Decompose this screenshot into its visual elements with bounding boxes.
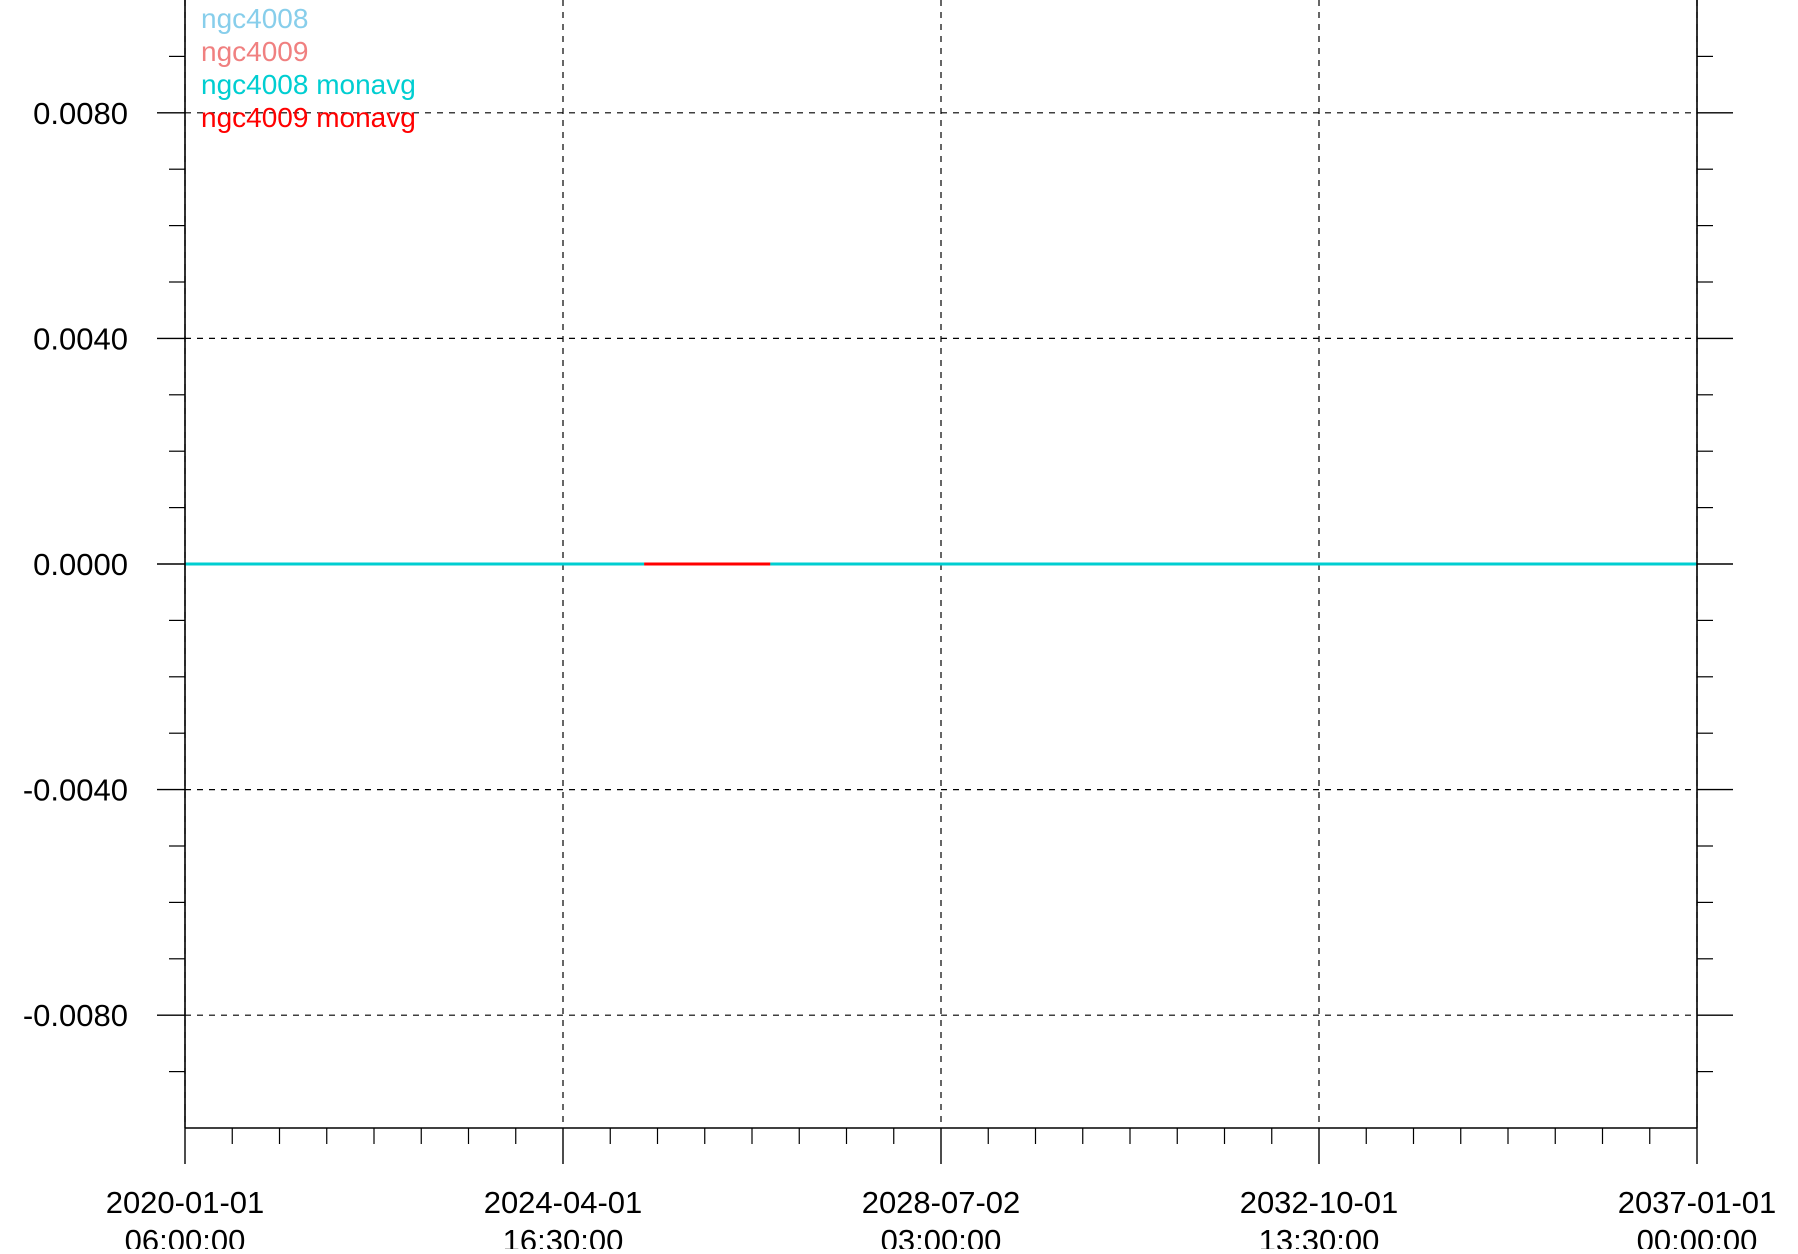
x-tick-label-date: 2037-01-01 <box>1618 1185 1777 1220</box>
axes <box>157 0 1733 1164</box>
legend-entry: ngc4008 <box>201 3 308 34</box>
x-tick-label: 2024-04-01 16:30:00 <box>484 1185 643 1249</box>
x-tick-label-date: 2020-01-01 <box>106 1185 265 1220</box>
x-tick-label-time: 00:00:00 <box>1637 1223 1758 1249</box>
y-tick-label: 0.0000 <box>33 547 128 582</box>
x-tick-label: 2020-01-01 06:00:00 <box>106 1185 265 1249</box>
y-tick-label: 0.0040 <box>33 321 128 356</box>
x-tick-label-time: 03:00:00 <box>881 1223 1002 1249</box>
x-tick-label-date: 2032-10-01 <box>1240 1185 1399 1220</box>
x-tick-label: 2037-01-01 00:00:00 <box>1618 1185 1777 1249</box>
legend-entry: ngc4008 monavg <box>201 69 416 100</box>
x-tick-label-date: 2024-04-01 <box>484 1185 643 1220</box>
x-tick-label-date: 2028-07-02 <box>862 1185 1021 1220</box>
y-tick-label: -0.0040 <box>23 773 128 808</box>
y-tick-labels: 0.0080 0.0040 0.0000 -0.0040 -0.0080 <box>23 96 128 1033</box>
x-tick-label-time: 13:30:00 <box>1259 1223 1380 1249</box>
x-tick-labels: 2020-01-01 06:00:00 2024-04-01 16:30:00 2028… <box>106 1185 1777 1254</box>
x-tick-label: 2032-10-01 13:30:00 <box>1240 1185 1399 1249</box>
x-tick-label: 2028-07-02 03:00:00 <box>862 1185 1021 1249</box>
x-tick-label-time: 06:00:00 <box>125 1223 246 1249</box>
x-tick-label-time: 16:30:00 <box>503 1223 624 1249</box>
minor-ticks <box>169 55 1713 1144</box>
legend-entry: ngc4009 <box>201 36 308 67</box>
y-tick-label: -0.0080 <box>23 998 128 1033</box>
y-tick-label: 0.0080 <box>33 96 128 131</box>
legend-entry: ngc4009 monavg <box>201 102 416 133</box>
